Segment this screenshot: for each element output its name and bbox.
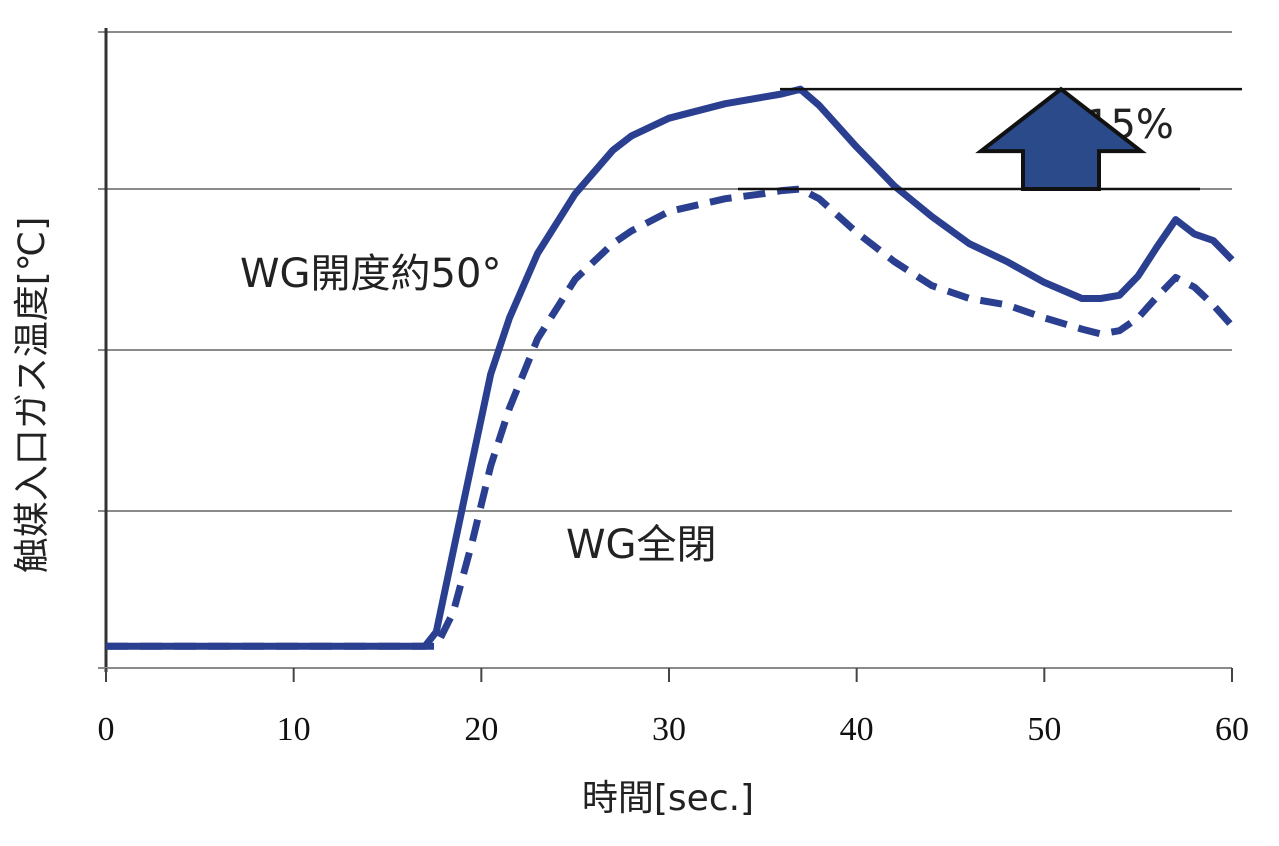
series-lines <box>106 85 1235 650</box>
grid-lines <box>98 31 1232 512</box>
series-label-solid: WG開度約50° <box>240 251 501 297</box>
series-line-wg-50deg <box>106 85 1235 650</box>
x-tick-label: 50 <box>1027 711 1061 748</box>
x-tick-label: 0 <box>98 711 115 748</box>
series-line-wg-closed <box>106 185 1235 650</box>
series-label-dashed: WG全閉 <box>566 522 717 568</box>
annotations: WG開度約50° WG全閉 ＋15% <box>240 86 1242 568</box>
y-axis-title: 触媒入口ガス温度[℃] <box>12 217 53 574</box>
x-tick-label: 30 <box>652 711 686 748</box>
x-tick-label: 40 <box>840 711 874 748</box>
axes: 0 10 20 30 40 50 60 <box>98 28 1249 748</box>
x-tick-label: 10 <box>277 711 311 748</box>
increase-arrow-icon <box>975 86 1147 191</box>
x-tick-label: 60 <box>1215 711 1249 748</box>
x-axis-title: 時間[sec.] <box>582 778 754 819</box>
x-tick-label: 20 <box>464 711 498 748</box>
